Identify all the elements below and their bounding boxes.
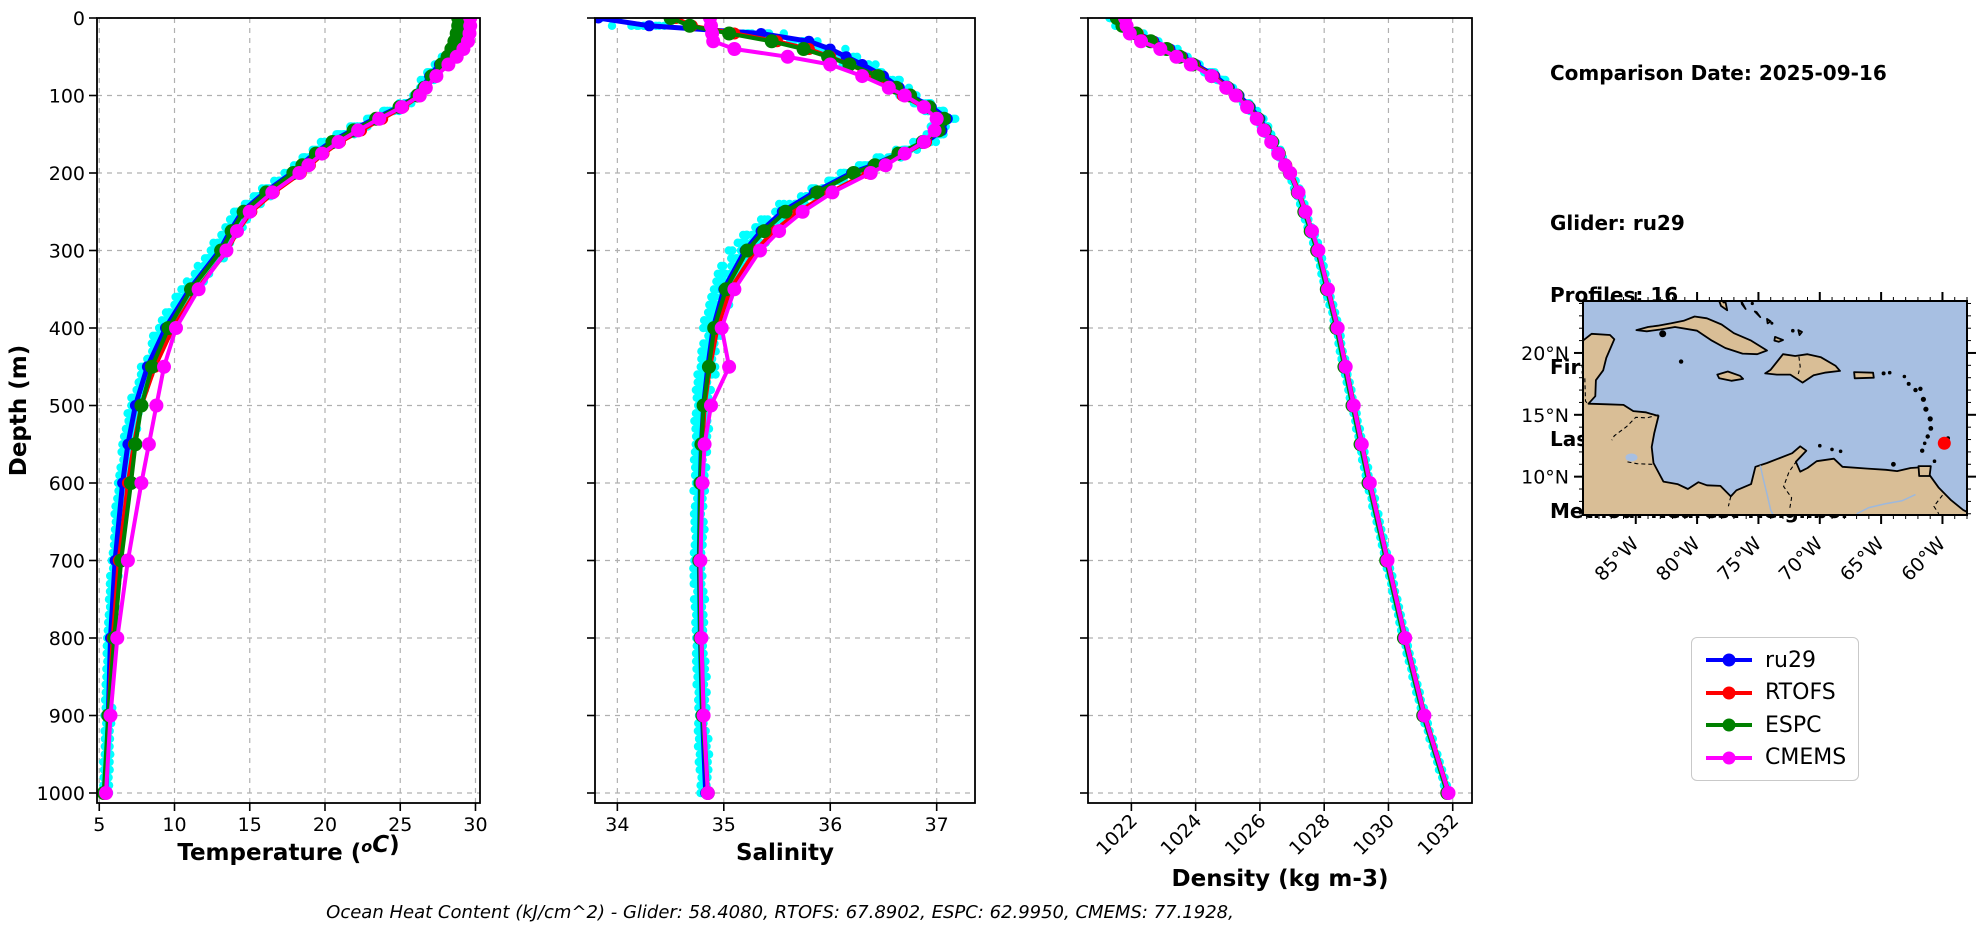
legend-label: CMEMS (1765, 745, 1847, 771)
legend-item-cmems: CMEMS (1706, 745, 1852, 770)
legend-label: ESPC (1765, 712, 1822, 738)
svg-text:65°W: 65°W (1836, 533, 1889, 586)
svg-text:1028: 1028 (1285, 810, 1335, 860)
salinity-panel: 34 35 36 37 Salinity (587, 17, 976, 866)
svg-text:900: 900 (49, 706, 85, 728)
glider-name: Glider: ru29 (1550, 211, 1685, 235)
svg-text:600: 600 (49, 473, 85, 495)
svg-text:1032: 1032 (1414, 810, 1464, 860)
svg-text:5: 5 (93, 814, 105, 836)
legend-item-ru29: ru29 (1706, 648, 1852, 673)
svg-text:37: 37 (925, 814, 949, 836)
ru29-marker-icon (1722, 653, 1736, 667)
svg-text:500: 500 (49, 396, 85, 418)
density-panel: 1022 1024 1026 1028 1030 1032 Density (kg m-3) (1080, 17, 1473, 892)
cmems-line-swatch (1706, 751, 1752, 765)
svg-text:10°N: 10°N (1521, 467, 1569, 489)
svg-text:Depth (m): Depth (m) (6, 345, 32, 477)
legend: ru29 RTOFS ESPC CMEMS (1691, 637, 1859, 781)
svg-text:70°W: 70°W (1775, 533, 1828, 586)
svg-text:60°W: 60°W (1897, 533, 1950, 586)
svg-text:35: 35 (712, 814, 736, 836)
svg-text:200: 200 (49, 163, 85, 185)
svg-text:1022: 1022 (1092, 810, 1142, 860)
svg-text:100: 100 (49, 86, 85, 108)
rtofs-line-swatch (1706, 686, 1752, 700)
info-gap (1550, 133, 1887, 163)
svg-text:25: 25 (388, 814, 412, 836)
svg-text:800: 800 (49, 628, 85, 650)
legend-item-rtofs: RTOFS (1706, 680, 1852, 705)
svg-text:85°W: 85°W (1591, 533, 1644, 586)
svg-text:1030: 1030 (1349, 810, 1399, 860)
svg-text:700: 700 (49, 551, 85, 573)
cmems-marker-icon (1722, 751, 1736, 765)
svg-text:36: 36 (818, 814, 842, 836)
svg-text:0: 0 (73, 8, 85, 30)
svg-text:400: 400 (49, 318, 85, 340)
comparison-date: Comparison Date: 2025-09-16 (1550, 61, 1887, 85)
legend-label: RTOFS (1765, 680, 1836, 706)
svg-text:15: 15 (238, 814, 262, 836)
profile-charts: 5 10 15 20 25 3001002003004005006007008009001… (6, 8, 1473, 892)
svg-text:1000: 1000 (37, 783, 85, 805)
svg-text:75°W: 75°W (1713, 533, 1766, 586)
svg-text:34: 34 (605, 814, 629, 836)
temperature-panel: 5 10 15 20 25 3001002003004005006007008009001… (6, 8, 488, 866)
svg-text:Temperature (oC): Temperature (oC) (177, 832, 399, 866)
legend-item-espc: ESPC (1706, 713, 1852, 738)
svg-text:10: 10 (162, 814, 186, 836)
svg-text:20: 20 (313, 814, 337, 836)
svg-text:Density (kg m-3): Density (kg m-3) (1172, 866, 1389, 892)
caribbean-map: 85°W 80°W 75°W 70°W 65°W 60°W 20°N 15°N 10°N (1521, 292, 1976, 586)
espc-line-swatch (1706, 718, 1752, 732)
rtofs-marker-icon (1722, 686, 1736, 700)
svg-text:80°W: 80°W (1652, 533, 1705, 586)
svg-text:1024: 1024 (1156, 810, 1206, 860)
glider-position-marker (1937, 436, 1951, 450)
ohc-caption: Ocean Heat Content (kJ/cm^2) - Glider: 5… (326, 902, 1234, 923)
svg-text:20°N: 20°N (1521, 343, 1569, 365)
svg-text:Salinity: Salinity (736, 840, 834, 866)
svg-text:1026: 1026 (1221, 810, 1271, 860)
legend-label: ru29 (1765, 647, 1816, 673)
ru29-line-swatch (1706, 653, 1752, 667)
svg-text:300: 300 (49, 241, 85, 263)
espc-marker-icon (1722, 718, 1736, 732)
svg-text:15°N: 15°N (1521, 405, 1569, 427)
svg-text:30: 30 (463, 814, 487, 836)
map-land-layer (1583, 301, 1967, 515)
